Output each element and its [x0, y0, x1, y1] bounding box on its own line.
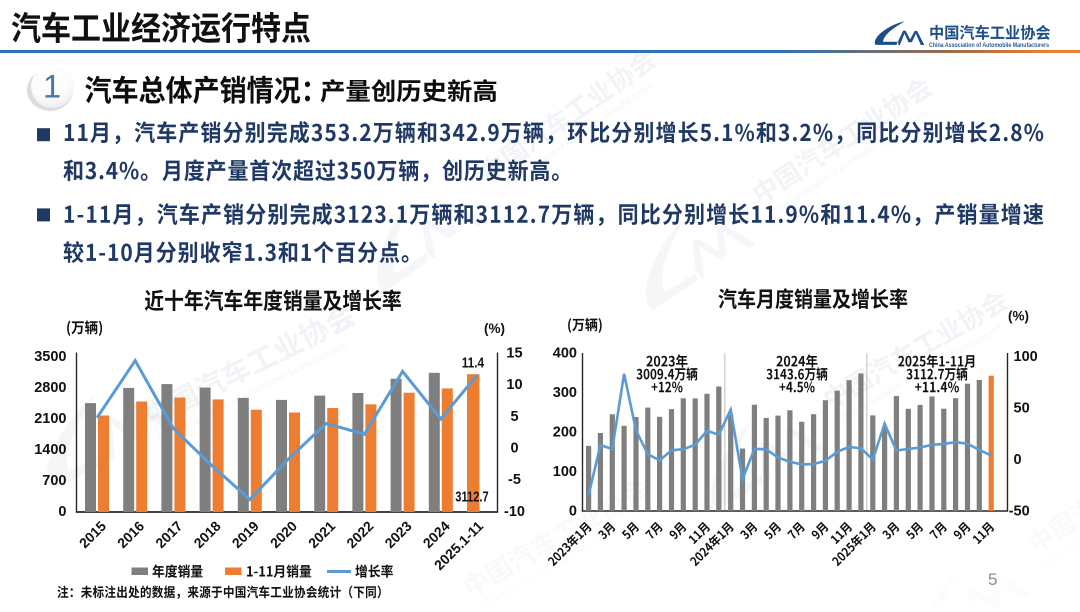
svg-text:400: 400 [553, 346, 577, 362]
svg-text:15: 15 [506, 345, 522, 361]
svg-text:10: 10 [506, 377, 522, 393]
svg-text:-10: -10 [504, 504, 525, 520]
svg-text:0: 0 [569, 504, 577, 520]
svg-text:3112.7: 3112.7 [455, 488, 488, 505]
svg-text:3500: 3500 [34, 349, 66, 365]
svg-text:1: 1 [43, 69, 61, 105]
svg-text:100: 100 [553, 464, 577, 480]
svg-text:100: 100 [1014, 349, 1038, 365]
svg-text:1400: 1400 [34, 442, 66, 458]
svg-text:5: 5 [510, 409, 518, 425]
svg-text:0: 0 [1014, 452, 1022, 468]
svg-text:-50: -50 [1009, 504, 1030, 520]
svg-text:50: 50 [1014, 401, 1030, 417]
svg-text:5: 5 [988, 570, 997, 589]
svg-text:0: 0 [510, 441, 518, 457]
svg-text:300: 300 [553, 385, 577, 401]
svg-text:0: 0 [58, 504, 66, 520]
svg-text:(%): (%) [484, 321, 505, 336]
svg-text:2800: 2800 [34, 380, 66, 396]
svg-text:200: 200 [553, 425, 577, 441]
svg-text:700: 700 [42, 473, 66, 489]
svg-text:11.4: 11.4 [462, 354, 485, 371]
svg-text:China Association of Automobil: China Association of Automobile Manufact… [929, 42, 1049, 49]
svg-text:(%): (%) [1008, 309, 1029, 324]
svg-text:-5: -5 [508, 472, 521, 488]
svg-text:2100: 2100 [34, 411, 66, 427]
